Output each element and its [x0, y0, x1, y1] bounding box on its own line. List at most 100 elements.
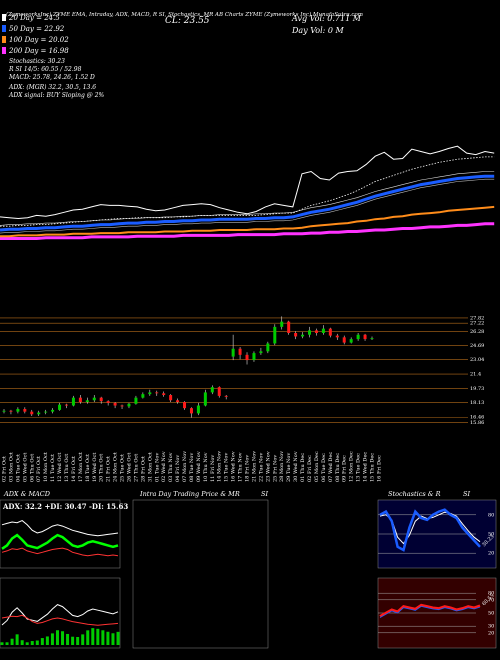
candle — [349, 337, 353, 344]
candle-body — [189, 408, 193, 414]
date-tick-label: 21 Mon Nov — [252, 451, 258, 482]
candle — [30, 409, 34, 417]
candle-body — [356, 334, 360, 340]
adx-signal-readout: ADX signal: BUY Sloping @ 2% — [8, 92, 105, 99]
date-tick-label: 29 Tue Nov — [286, 453, 292, 482]
date-tick-label: 02 Fri Oct — [2, 456, 8, 482]
candle — [51, 408, 55, 414]
rsi-tick-label: 70 — [488, 597, 494, 603]
date-tick-label: 21 Fri Oct — [106, 456, 112, 482]
date-tick-label: 14 Fri Oct — [71, 456, 77, 482]
date-tick-label: 06 Thu Oct — [29, 454, 35, 482]
rsi-signal-line — [379, 605, 481, 618]
ema100-legend-swatch — [2, 36, 6, 43]
candle — [85, 397, 89, 404]
candle-body — [224, 395, 228, 397]
macd-histogram-bar — [76, 636, 80, 645]
candlestick-chart — [2, 316, 374, 418]
candle — [189, 407, 193, 418]
candle-body — [162, 393, 166, 396]
candle-body — [203, 392, 207, 406]
candle-body — [321, 328, 325, 333]
candle-body — [238, 348, 242, 355]
candle — [134, 395, 138, 405]
stoch-tick-label: 80 — [488, 512, 494, 518]
date-tick-label: 16 Wed Nov — [231, 451, 237, 482]
candle-body — [106, 401, 110, 403]
ema100-label: 100 Day = 20.02 — [9, 36, 69, 44]
candle — [2, 409, 6, 414]
candle-body — [273, 326, 277, 344]
candle — [92, 395, 96, 403]
candle — [210, 385, 214, 395]
macd-histogram-bar — [30, 641, 34, 645]
candle — [356, 332, 360, 341]
date-tick-label: 18 Fri Nov — [245, 455, 251, 482]
price-level-label: 18.13 — [470, 400, 484, 406]
candle — [16, 407, 20, 414]
adx-readout: ADX: (MGR) 32.2, 30.5, 13.6 — [8, 84, 96, 91]
candle — [155, 390, 159, 396]
close-price-label: CL: 23.55 — [165, 16, 210, 26]
candle-body — [349, 339, 353, 343]
macd-readout: MACD: 25.78, 24.26, 1.52 D — [8, 74, 95, 81]
date-tick-label: 22 Tue Nov — [258, 453, 264, 482]
ema200-line — [0, 222, 495, 240]
candle — [245, 352, 249, 365]
ema50-legend-swatch — [2, 25, 6, 32]
date-tick-label: 07 Mon Nov — [182, 451, 188, 482]
ema50-envelope-upper — [0, 171, 495, 226]
candle-body — [342, 337, 346, 343]
candle-body — [71, 397, 75, 406]
date-tick-label: 23 Wed Nov — [265, 451, 271, 482]
candle-body — [301, 334, 305, 337]
macd-line — [1, 604, 119, 626]
price-level-label: 26.28 — [470, 329, 484, 335]
macd-histogram-bar — [10, 638, 14, 645]
date-tick-label: 13 Tue Dec — [356, 453, 362, 482]
candle-body — [9, 410, 13, 412]
macd-histogram-bar — [96, 628, 100, 645]
macd-histogram-bar — [20, 640, 24, 645]
candle-body — [127, 403, 131, 407]
candle-body — [141, 394, 145, 398]
candle — [58, 402, 62, 411]
candle — [148, 389, 152, 396]
candle-body — [176, 400, 180, 403]
ema50-line — [0, 174, 495, 232]
date-tick-label: 10 Thu Nov — [203, 452, 209, 482]
candle-body — [231, 348, 235, 357]
candle — [120, 404, 124, 410]
rsi-line — [379, 603, 481, 618]
candle — [273, 324, 277, 346]
candle — [99, 396, 103, 404]
candle-body — [217, 387, 221, 396]
date-tick-label: 09 Wed Nov — [196, 451, 202, 482]
date-tick-label: 17 Mon Oct — [78, 452, 84, 482]
candle-body — [99, 397, 103, 402]
rsi-readout: R SI 14/5: 60.55 / 52.98 — [8, 66, 82, 73]
rsi-tick-label: 80 — [488, 591, 494, 597]
day-volume-label: Day Vol: 0 M — [291, 26, 345, 35]
candle — [162, 391, 166, 397]
ema200-label: 200 Day = 16.98 — [8, 47, 69, 55]
date-tick-label: 12 Mon Dec — [349, 451, 355, 482]
intraday-panel-title: Intra Day Trading Price & MR — [139, 490, 240, 498]
ema20-line — [0, 156, 495, 227]
macd-signal-line — [1, 614, 119, 626]
candle-body — [252, 353, 256, 361]
candle-body — [210, 387, 214, 393]
date-tick-label: 15 Thu Dec — [370, 453, 376, 482]
candle-body — [92, 397, 96, 401]
date-tick-label: 15 Tue Nov — [224, 453, 230, 482]
candle-body — [196, 405, 200, 414]
date-tick-label: 27 Thu Oct — [133, 454, 139, 482]
candle-body — [85, 400, 89, 403]
date-tick-label: 04 Fri Nov — [175, 455, 181, 482]
date-tick-label: 01 Tue Nov — [154, 453, 160, 482]
rsi-tick-label: 20 — [488, 630, 494, 636]
ema20-legend-swatch — [2, 14, 6, 21]
candle-body — [287, 321, 291, 333]
date-tick-label: 28 Mon Nov — [279, 451, 285, 482]
candle — [64, 403, 68, 409]
